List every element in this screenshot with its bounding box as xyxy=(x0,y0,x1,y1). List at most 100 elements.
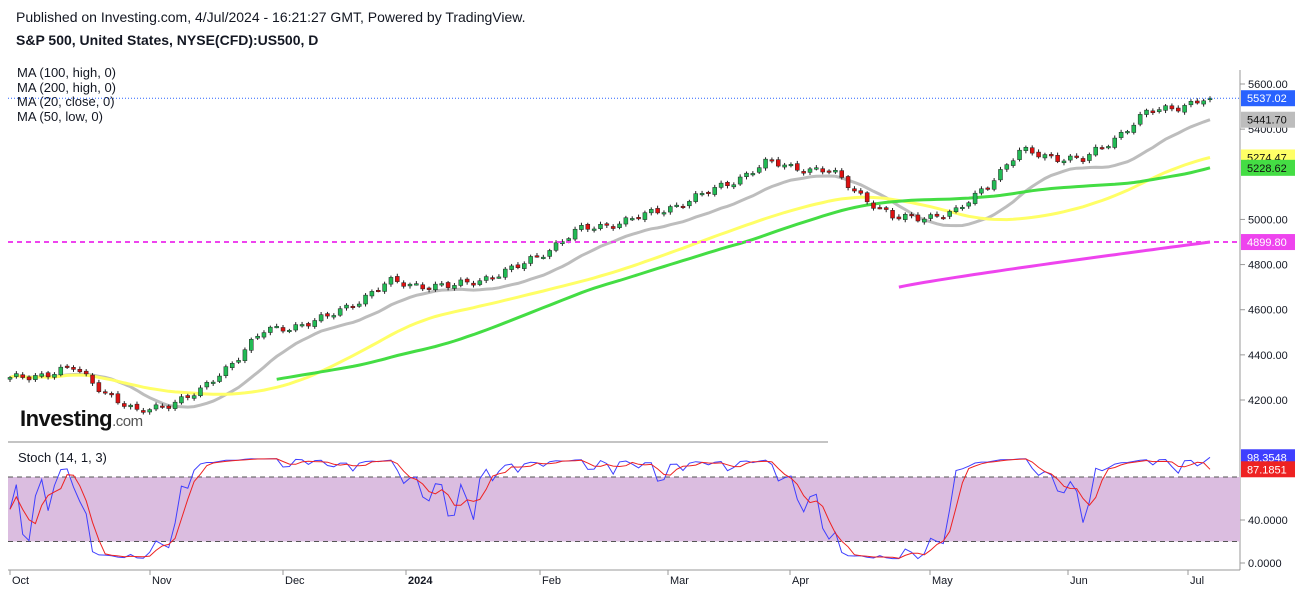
candle-down[interactable] xyxy=(64,365,70,368)
candle-down[interactable] xyxy=(795,163,800,171)
candle-down[interactable] xyxy=(160,405,165,408)
moving-average-line[interactable] xyxy=(9,118,1211,409)
moving-average-line[interactable] xyxy=(898,240,1211,289)
candle-down[interactable] xyxy=(655,208,660,214)
candle-up[interactable] xyxy=(642,212,648,220)
candle-down[interactable] xyxy=(1080,158,1086,162)
candle-down[interactable] xyxy=(801,171,806,174)
candle-up[interactable] xyxy=(217,375,222,382)
candle-up[interactable] xyxy=(414,283,419,286)
candle-up[interactable] xyxy=(1093,146,1098,156)
candle-down[interactable] xyxy=(20,374,25,378)
candle-down[interactable] xyxy=(515,264,521,268)
candle-down[interactable] xyxy=(725,182,730,186)
candle-up[interactable] xyxy=(407,283,413,287)
candle-down[interactable] xyxy=(90,374,95,384)
candle-up[interactable] xyxy=(807,168,813,173)
candle-up[interactable] xyxy=(312,320,318,327)
candle-up[interactable] xyxy=(1118,131,1124,138)
candle-up[interactable] xyxy=(522,263,527,269)
candle-up[interactable] xyxy=(458,279,464,286)
candle-down[interactable] xyxy=(852,188,857,192)
candle-up[interactable] xyxy=(629,218,635,221)
candle-up[interactable] xyxy=(344,304,349,309)
candle-up[interactable] xyxy=(58,366,64,376)
candle-up[interactable] xyxy=(369,291,375,297)
candle-up[interactable] xyxy=(998,169,1003,181)
candle-down[interactable] xyxy=(71,367,76,370)
candle-down[interactable] xyxy=(680,205,686,208)
candle-up[interactable] xyxy=(223,366,229,376)
candle-up[interactable] xyxy=(1131,124,1137,133)
candle-down[interactable] xyxy=(706,191,711,194)
candle-up[interactable] xyxy=(39,373,44,377)
candle-down[interactable] xyxy=(1049,154,1054,157)
candle-up[interactable] xyxy=(668,206,673,213)
candle-down[interactable] xyxy=(280,327,286,332)
candle-down[interactable] xyxy=(166,405,171,409)
candle-down[interactable] xyxy=(858,190,864,194)
candle-up[interactable] xyxy=(229,363,235,368)
candle-down[interactable] xyxy=(636,217,641,220)
candle-up[interactable] xyxy=(953,207,959,212)
candle-up[interactable] xyxy=(388,277,394,285)
candle-up[interactable] xyxy=(356,303,362,307)
candle-up[interactable] xyxy=(1112,137,1118,148)
candle-up[interactable] xyxy=(1106,146,1111,149)
candle-up[interactable] xyxy=(236,360,241,363)
candle-down[interactable] xyxy=(26,376,32,381)
candle-up[interactable] xyxy=(1188,101,1194,106)
candle-up[interactable] xyxy=(756,167,762,173)
candle-up[interactable] xyxy=(1010,160,1016,166)
candle-up[interactable] xyxy=(172,401,178,409)
candle-up[interactable] xyxy=(579,225,584,230)
candle-up[interactable] xyxy=(922,218,927,223)
candle-up[interactable] xyxy=(1023,146,1029,151)
candle-down[interactable] xyxy=(826,170,832,173)
candle-up[interactable] xyxy=(979,188,984,194)
candle-up[interactable] xyxy=(1201,100,1206,105)
ma-legend-item[interactable]: MA (200, high, 0) xyxy=(17,79,116,95)
candle-up[interactable] xyxy=(249,339,254,351)
candle-up[interactable] xyxy=(1042,154,1048,159)
candle-up[interactable] xyxy=(718,182,724,188)
candle-up[interactable] xyxy=(763,158,768,169)
candle-down[interactable] xyxy=(185,395,191,398)
candle-down[interactable] xyxy=(45,372,51,378)
ma-legend-item[interactable]: MA (50, low, 0) xyxy=(17,108,103,124)
candle-down[interactable] xyxy=(871,202,876,209)
candle-up[interactable] xyxy=(687,201,692,207)
candle-down[interactable] xyxy=(890,210,895,219)
candle-down[interactable] xyxy=(909,214,914,217)
candle-up[interactable] xyxy=(439,283,444,286)
candle-down[interactable] xyxy=(141,410,146,413)
candle-down[interactable] xyxy=(1074,155,1079,158)
candle-down[interactable] xyxy=(604,223,610,226)
candle-down[interactable] xyxy=(610,226,616,229)
candle-up[interactable] xyxy=(782,164,787,168)
candle-up[interactable] xyxy=(363,294,368,305)
candle-up[interactable] xyxy=(433,283,438,291)
candle-up[interactable] xyxy=(833,170,838,173)
candle-up[interactable] xyxy=(1061,160,1067,164)
candle-up[interactable] xyxy=(693,193,698,202)
candle-down[interactable] xyxy=(306,323,311,327)
candle-up[interactable] xyxy=(331,315,337,318)
candle-down[interactable] xyxy=(102,391,108,394)
candle-up[interactable] xyxy=(33,375,38,380)
candle-up[interactable] xyxy=(242,349,248,361)
candle-down[interactable] xyxy=(445,282,451,288)
candle-up[interactable] xyxy=(737,176,743,185)
candle-up[interactable] xyxy=(496,276,502,279)
candle-down[interactable] xyxy=(1150,110,1156,114)
candle-up[interactable] xyxy=(198,387,203,397)
candle-up[interactable] xyxy=(712,187,718,195)
candle-up[interactable] xyxy=(287,330,292,333)
candle-up[interactable] xyxy=(750,173,756,176)
candle-up[interactable] xyxy=(318,314,324,322)
candle-down[interactable] xyxy=(1099,147,1105,150)
candle-up[interactable] xyxy=(255,335,260,339)
candle-up[interactable] xyxy=(1068,155,1073,161)
candle-up[interactable] xyxy=(966,202,971,207)
